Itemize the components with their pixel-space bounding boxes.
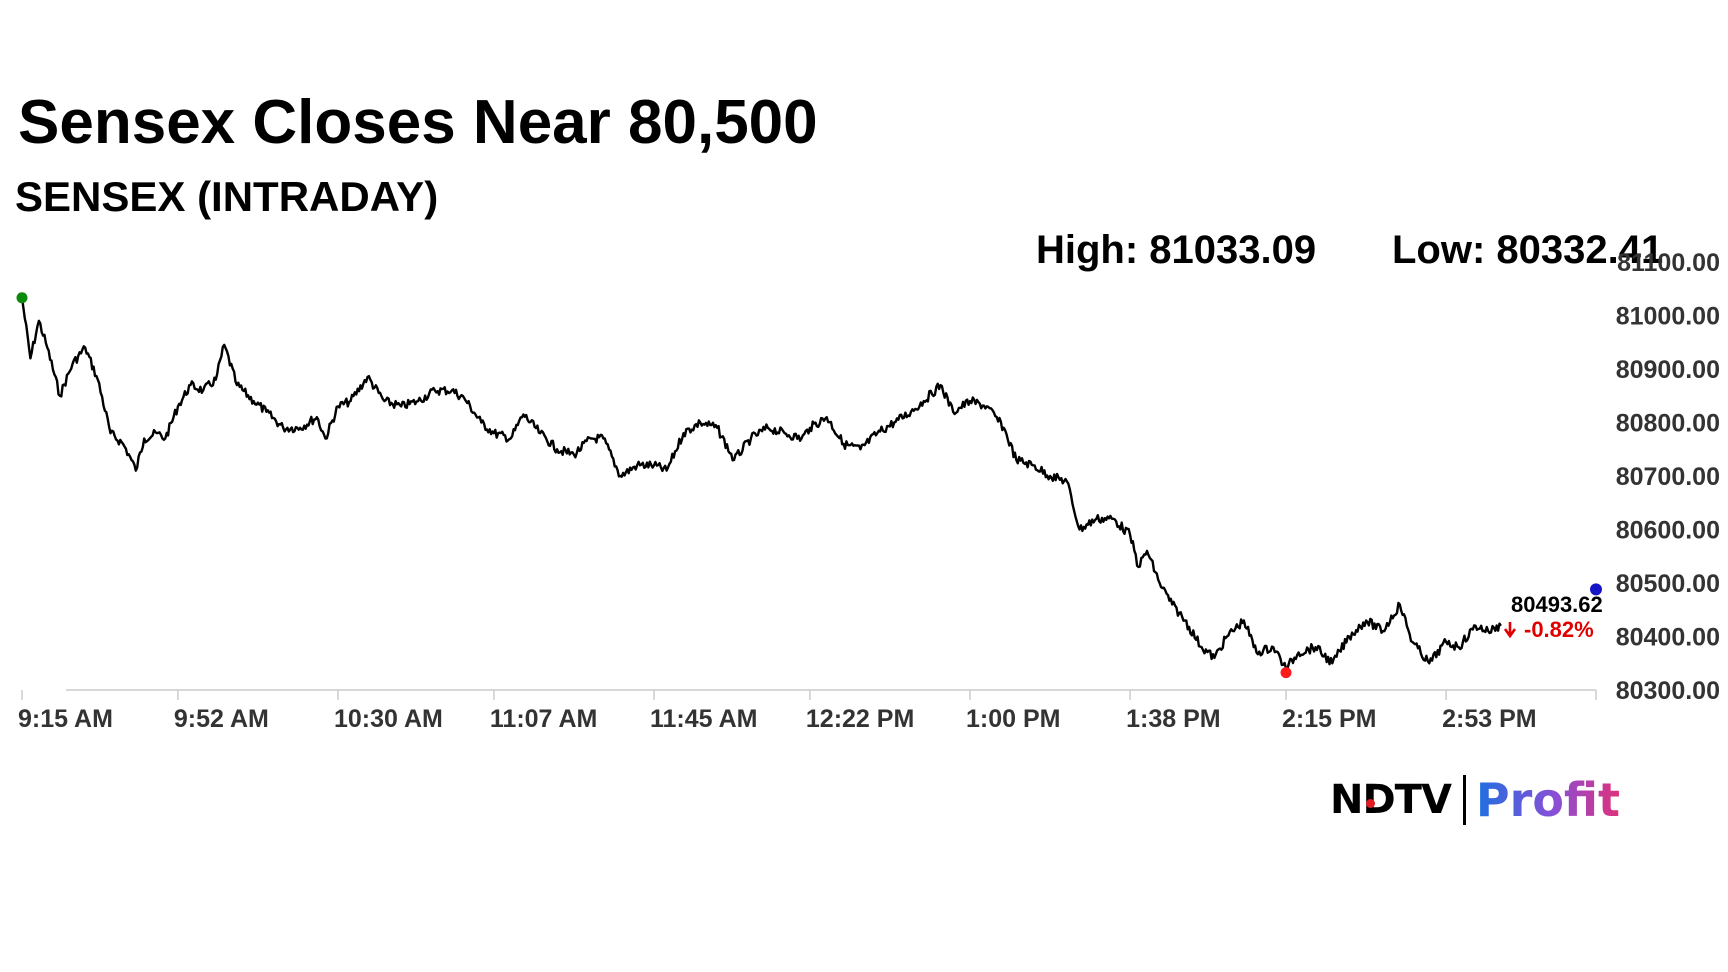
x-tick-label: 9:52 AM bbox=[174, 705, 269, 733]
last-value-label: 80493.62 bbox=[1511, 592, 1603, 617]
x-tick-label: 11:07 AM bbox=[490, 705, 597, 733]
logo-separator bbox=[1462, 775, 1466, 825]
chart-subtitle: SENSEX (INTRADAY) bbox=[15, 173, 439, 220]
x-tick-label: 10:30 AM bbox=[334, 705, 443, 733]
y-tick-label: 80600.00 bbox=[1616, 517, 1720, 545]
day-low-marker bbox=[1280, 667, 1292, 679]
y-tick-label: 80300.00 bbox=[1616, 677, 1720, 705]
x-tick-label: 12:22 PM bbox=[806, 705, 914, 733]
x-tick-label: 1:38 PM bbox=[1126, 705, 1220, 733]
y-tick-label: 81100.00 bbox=[1617, 249, 1720, 277]
y-tick-label: 80700.00 bbox=[1616, 463, 1720, 491]
logo-brand-text: NDTV bbox=[1330, 777, 1452, 823]
open-marker bbox=[16, 292, 28, 304]
ndtv-profit-logo: NDTV Profit bbox=[1330, 770, 1620, 830]
x-tick-label: 1:00 PM bbox=[966, 705, 1060, 733]
x-tick-label: 9:15 AM bbox=[18, 705, 113, 733]
y-tick-label: 81000.00 bbox=[1616, 303, 1720, 331]
logo-red-dot bbox=[1366, 799, 1375, 808]
chart-title: Sensex Closes Near 80,500 bbox=[18, 88, 818, 157]
y-tick-label: 80400.00 bbox=[1616, 624, 1720, 652]
y-tick-label: 80800.00 bbox=[1616, 410, 1720, 438]
change-percent-label: -0.82% bbox=[1524, 617, 1594, 642]
y-tick-label: 80500.00 bbox=[1616, 570, 1720, 598]
y-tick-label: 80900.00 bbox=[1616, 356, 1720, 384]
x-tick-label: 2:15 PM bbox=[1282, 705, 1376, 733]
close-marker bbox=[1590, 583, 1602, 596]
down-arrow-icon bbox=[1503, 622, 1517, 639]
day-high-stat: High: 81033.09 bbox=[1036, 228, 1317, 272]
logo-product-text: Profit bbox=[1475, 773, 1621, 827]
x-tick-label: 2:53 PM bbox=[1442, 705, 1536, 733]
sensex-price-line bbox=[20, 297, 1502, 671]
x-tick-label: 11:45 AM bbox=[650, 705, 757, 733]
day-low-stat: Low: 80332.41 bbox=[1392, 228, 1664, 272]
